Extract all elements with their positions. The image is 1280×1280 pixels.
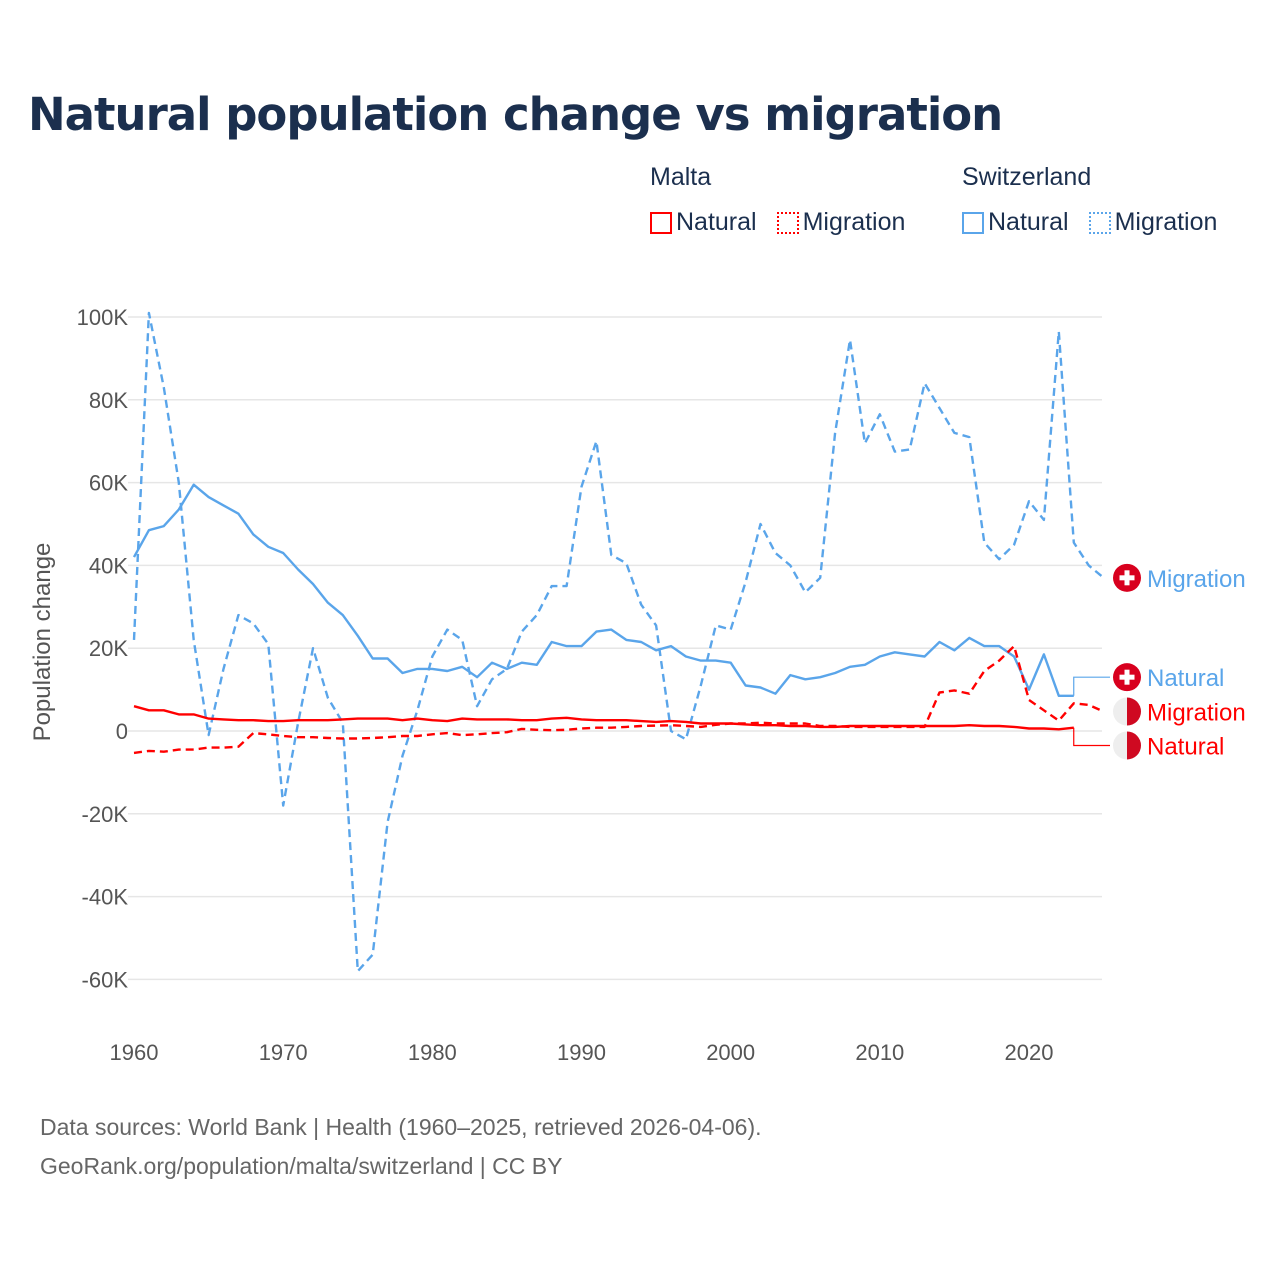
legend-label: Natural [676, 208, 757, 236]
series-line-switzerland-natural [132, 483, 1074, 697]
legend-item-switzerland-migration[interactable]: Migration [1088, 208, 1218, 237]
legend-swatch [776, 211, 799, 234]
y-tick-label: -20K [82, 802, 129, 827]
end-label-switzerland-migration: Migration [1147, 566, 1246, 593]
footer: Data sources: World Bank | Health (1960–… [40, 1108, 762, 1186]
legend-swatch [650, 211, 672, 234]
x-tick-label: 1970 [259, 1040, 308, 1065]
footer-link[interactable]: GeoRank.org/population/malta/switzerland… [40, 1153, 563, 1179]
legend-item-switzerland-natural[interactable]: Natural [962, 208, 1069, 237]
legend-label: Natural [988, 208, 1069, 236]
y-tick-label: 20K [89, 636, 128, 661]
footer-source: Data sources: World Bank | Health (1960–… [40, 1114, 762, 1140]
series-line-switzerland-migration [132, 311, 1105, 973]
legend-item-malta-migration[interactable]: Migration [776, 208, 906, 237]
y-tick-label: 40K [89, 553, 128, 578]
x-tick-label: 1960 [110, 1040, 159, 1065]
legend-swatch [962, 211, 984, 234]
y-tick-label: 60K [89, 471, 128, 496]
flag-cross [1124, 669, 1130, 685]
x-tick-label: 2020 [1005, 1040, 1054, 1065]
flag-red-half [1127, 731, 1141, 760]
label-leader-line [1073, 676, 1110, 696]
y-tick-label: 0 [116, 719, 128, 744]
flag-red-half [1127, 697, 1141, 726]
chart-title: Natural population change vs migration [28, 88, 1003, 141]
x-tick-label: 1980 [408, 1040, 457, 1065]
series-line-malta-migration [133, 644, 1105, 755]
legend-group-malta: Malta Natural Migration [650, 163, 905, 237]
x-tick-label: 2010 [855, 1040, 904, 1065]
label-leader-line [1073, 727, 1110, 747]
legend-item-malta-natural[interactable]: Natural [650, 208, 757, 237]
end-label-malta-migration: Migration [1147, 700, 1246, 727]
legend-swatch [1088, 211, 1111, 234]
x-tick-label: 1990 [557, 1040, 606, 1065]
y-tick-label: -40K [82, 885, 129, 910]
y-tick-label: -60K [82, 967, 129, 992]
legend-label: Migration [1114, 208, 1218, 236]
legend-group-title: Malta [650, 163, 712, 191]
end-label-switzerland-natural: Natural [1147, 665, 1224, 692]
legend-group-switzerland: Switzerland Natural Migration [962, 163, 1217, 237]
y-tick-label: 100K [77, 305, 129, 330]
x-tick-label: 2000 [706, 1040, 755, 1065]
end-label-malta-natural: Natural [1147, 733, 1224, 760]
series-line-malta-natural [133, 705, 1074, 731]
legend-group-title: Switzerland [962, 163, 1092, 191]
flag-cross [1124, 570, 1130, 586]
y-axis-label: Population change [29, 543, 56, 742]
y-tick-label: 80K [89, 388, 128, 413]
legend-label: Migration [802, 208, 906, 236]
